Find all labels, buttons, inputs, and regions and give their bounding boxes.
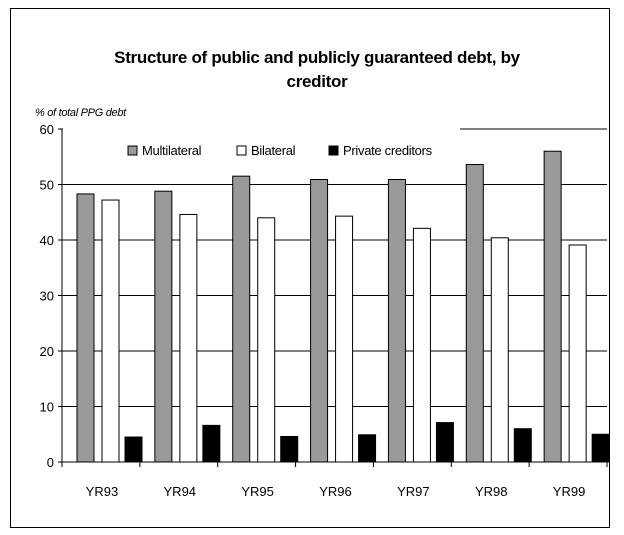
bar-private-creditors-yr99 xyxy=(591,433,610,463)
bar-multilateral-yr94 xyxy=(154,190,173,463)
bar-multilateral-yr99 xyxy=(543,150,562,463)
bar-bilateral-yr97 xyxy=(412,227,431,463)
bar-bilateral-yr96 xyxy=(335,215,354,463)
y-tick-label-50: 50 xyxy=(40,178,54,193)
legend-label-private-creditors: Private creditors xyxy=(343,143,433,158)
chart-title-line-1: Structure of public and publicly guarant… xyxy=(114,48,521,67)
bar-private-creditors-yr98 xyxy=(513,428,532,463)
x-category-label-yr99: YR99 xyxy=(553,484,586,499)
legend-label-bilateral: Bilateral xyxy=(251,143,296,158)
bar-multilateral-yr96 xyxy=(310,179,329,463)
bar-multilateral-yr95 xyxy=(232,175,251,463)
gridlines xyxy=(62,128,607,407)
bar-bilateral-yr98 xyxy=(490,237,509,463)
legend-swatch-private-creditors xyxy=(328,145,339,156)
bar-bilateral-yr93 xyxy=(101,199,120,463)
y-tick-label-0: 0 xyxy=(47,455,54,470)
bar-multilateral-yr93 xyxy=(76,193,95,463)
x-category-label-yr93: YR93 xyxy=(86,484,119,499)
bar-private-creditors-yr96 xyxy=(358,434,377,463)
y-tick-label-60: 60 xyxy=(40,122,54,137)
x-category-label-yr97: YR97 xyxy=(397,484,430,499)
bar-private-creditors-yr95 xyxy=(280,435,299,463)
bar-bilateral-yr94 xyxy=(179,213,198,463)
y-tick-label-10: 10 xyxy=(40,400,54,415)
legend: Multilateral Bilateral Private creditors xyxy=(127,143,433,158)
x-category-label-yr95: YR95 xyxy=(241,484,274,499)
legend-swatch-multilateral xyxy=(127,145,138,156)
y-tick-label-30: 30 xyxy=(40,289,54,304)
bar-bilateral-yr95 xyxy=(257,217,276,463)
bar-multilateral-yr97 xyxy=(387,179,406,463)
bar-private-creditors-yr93 xyxy=(124,436,143,463)
legend-swatch-bilateral xyxy=(236,145,247,156)
chart-title-line-2: creditor xyxy=(287,72,349,91)
y-axis-unit-label: % of total PPG debt xyxy=(35,107,127,119)
bar-private-creditors-yr94 xyxy=(202,424,221,463)
bars xyxy=(76,150,610,463)
legend-label-multilateral: Multilateral xyxy=(142,143,202,158)
y-tick-label-40: 40 xyxy=(40,233,54,248)
chart-svg: Structure of public and publicly guarant… xyxy=(35,48,610,499)
bar-bilateral-yr99 xyxy=(568,244,587,463)
chart-frame: Structure of public and publicly guarant… xyxy=(10,8,610,528)
axes: 0 10 20 30 40 50 60 YR93 YR94 YR95 YR96 YR97 YR98 YR9… xyxy=(40,122,608,499)
y-tick-label-20: 20 xyxy=(40,344,54,359)
bar-multilateral-yr98 xyxy=(465,164,484,463)
x-category-label-yr94: YR94 xyxy=(164,484,197,499)
bar-private-creditors-yr97 xyxy=(435,422,454,463)
x-category-label-yr98: YR98 xyxy=(475,484,508,499)
x-category-label-yr96: YR96 xyxy=(319,484,352,499)
